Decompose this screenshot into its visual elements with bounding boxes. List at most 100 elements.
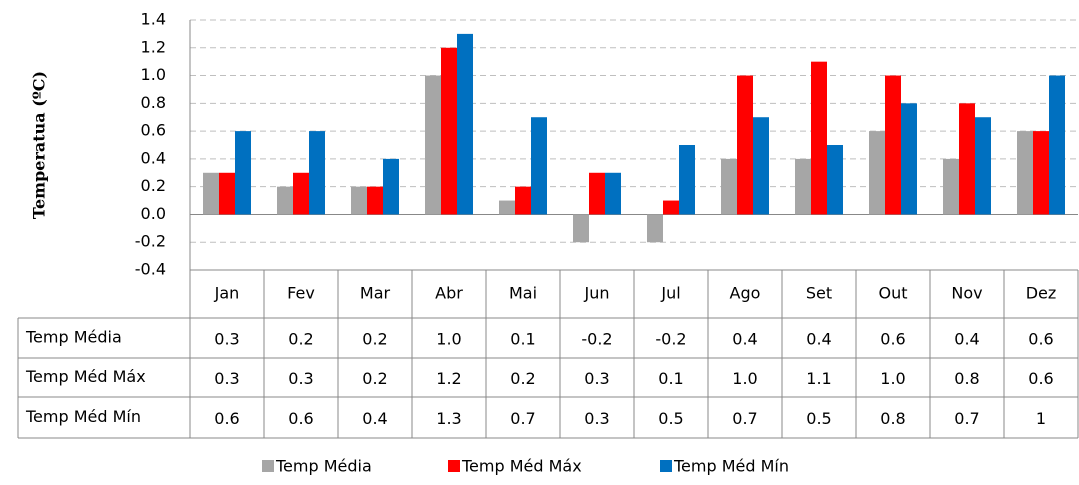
bar	[351, 186, 367, 215]
table-cell: 0.1	[658, 369, 683, 388]
bar	[293, 172, 309, 215]
x-tick-label: Out	[878, 284, 907, 303]
bar	[203, 172, 219, 215]
table-cell: 0.3	[584, 409, 609, 428]
table-cell: 0.3	[214, 330, 239, 349]
x-tick-label: Jun	[584, 284, 610, 303]
legend-swatch	[660, 460, 672, 472]
table-cell: 0.5	[806, 409, 831, 428]
legend-label: Temp Méd Mín	[673, 457, 789, 476]
x-tick-label: Abr	[435, 284, 463, 303]
y-tick-label: 1.4	[141, 10, 166, 29]
x-tick-label: Ago	[730, 284, 761, 303]
table-cell: 0.4	[732, 330, 757, 349]
bar	[277, 186, 293, 215]
y-tick-label: -0.4	[135, 260, 166, 279]
bar	[959, 103, 975, 215]
table-cell: 0.2	[288, 330, 313, 349]
bar	[441, 47, 457, 215]
bar	[975, 117, 991, 215]
y-tick-label: 0.2	[141, 176, 166, 195]
table-cell: 0.7	[510, 409, 535, 428]
y-axis-title: Temperatua (ºC)	[30, 71, 49, 219]
table-cell: 1.0	[436, 330, 461, 349]
bar	[499, 200, 515, 215]
table-cell: 0.2	[362, 369, 387, 388]
bar	[367, 186, 383, 215]
x-tick-label: Mai	[509, 284, 537, 303]
table-cell: 1.3	[436, 409, 461, 428]
table-cell: 0.2	[362, 330, 387, 349]
bar	[753, 117, 769, 215]
legend-label: Temp Média	[275, 457, 372, 476]
bar	[309, 131, 325, 215]
table-cell: 1.2	[436, 369, 461, 388]
bar	[605, 172, 621, 215]
bar	[515, 186, 531, 215]
table-cell: 0.7	[732, 409, 757, 428]
y-tick-label: 1.0	[141, 65, 166, 84]
table-cell: 0.4	[362, 409, 387, 428]
bar	[235, 131, 251, 215]
bar	[885, 75, 901, 215]
bar	[573, 214, 589, 243]
y-tick-label: 0.0	[141, 204, 166, 223]
table-cell: 0.2	[510, 369, 535, 388]
table-row-label: Temp Méd Mín	[25, 407, 141, 426]
table-cell: 0.8	[954, 369, 979, 388]
bar	[663, 200, 679, 215]
table-cell: 0.3	[214, 369, 239, 388]
x-tick-label: Dez	[1026, 284, 1057, 303]
table-row-label: Temp Méd Máx	[25, 367, 146, 386]
table-cell: 1.0	[732, 369, 757, 388]
table-cell: 1.0	[880, 369, 905, 388]
bar	[795, 158, 811, 215]
y-tick-label: 0.4	[141, 148, 166, 167]
y-tick-label: -0.2	[135, 232, 166, 251]
bar	[1049, 75, 1065, 215]
table-cell: -0.2	[581, 330, 612, 349]
bar	[811, 61, 827, 215]
x-tick-label: Fev	[287, 284, 315, 303]
bar	[721, 158, 737, 215]
y-tick-label: 1.2	[141, 37, 166, 56]
table-cell: 0.7	[954, 409, 979, 428]
bar	[943, 158, 959, 215]
legend-label: Temp Méd Máx	[461, 457, 582, 476]
bar	[589, 172, 605, 215]
table-row-label: Temp Média	[25, 328, 122, 347]
bar	[737, 75, 753, 215]
table-cell: -0.2	[655, 330, 686, 349]
x-tick-label: Jan	[214, 284, 240, 303]
bar	[531, 117, 547, 215]
bar	[425, 75, 441, 215]
table-cell: 0.3	[584, 369, 609, 388]
bar	[1017, 131, 1033, 215]
bar	[219, 172, 235, 215]
table-cell: 1.1	[806, 369, 831, 388]
table-cell: 1	[1036, 409, 1046, 428]
table-cell: 0.3	[288, 369, 313, 388]
bar	[679, 145, 695, 215]
table-cell: 0.6	[288, 409, 313, 428]
y-tick-label: 0.6	[141, 121, 166, 140]
bar	[901, 103, 917, 215]
x-tick-label: Nov	[951, 284, 982, 303]
table-cell: 0.6	[1028, 330, 1053, 349]
table-cell: 0.5	[658, 409, 683, 428]
x-tick-label: Set	[806, 284, 832, 303]
table-cell: 0.6	[214, 409, 239, 428]
legend-swatch	[448, 460, 460, 472]
x-tick-label: Mar	[360, 284, 391, 303]
table-cell: 0.4	[954, 330, 979, 349]
x-tick-label: Jul	[660, 284, 680, 303]
table-cell: 0.6	[880, 330, 905, 349]
table-cell: 0.6	[1028, 369, 1053, 388]
table-cell: 0.8	[880, 409, 905, 428]
bar	[869, 131, 885, 215]
table-cell: 0.1	[510, 330, 535, 349]
bar	[1033, 131, 1049, 215]
table-cell: 0.4	[806, 330, 831, 349]
bar	[457, 33, 473, 215]
